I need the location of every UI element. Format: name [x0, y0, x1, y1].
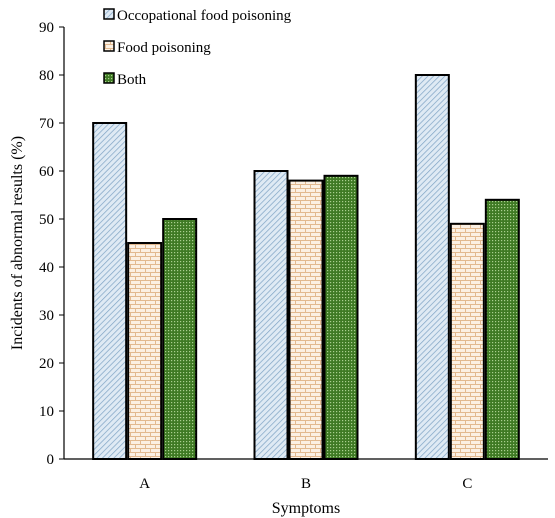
- bar-1-C: [414, 74, 450, 460]
- x-tick-label: B: [301, 476, 311, 492]
- bar-2-C: [449, 222, 485, 460]
- legend-label-3: Both: [117, 72, 147, 88]
- bar-series: [92, 74, 520, 461]
- legend-label-2: Food poisoning: [117, 40, 211, 56]
- bar-1-B: [253, 170, 289, 460]
- y-tick-label: 0: [47, 452, 55, 468]
- y-tick-label: 70: [39, 116, 54, 132]
- bar-3-C: [484, 198, 520, 461]
- x-tick-label: C: [462, 476, 472, 492]
- x-axis-title: Symptoms: [272, 500, 340, 517]
- bar-1-A: [92, 122, 128, 460]
- legend-swatch-3: [103, 72, 115, 84]
- legend-label-1: Occopational food poisoning: [117, 8, 292, 24]
- legend: Occopational food poisoning Food poisonin…: [103, 8, 292, 88]
- bar-2-B: [288, 179, 324, 460]
- bar-3-A: [162, 218, 198, 460]
- y-tick-label: 90: [39, 20, 54, 36]
- legend-swatch-1: [103, 8, 115, 20]
- y-tick-label: 40: [39, 260, 54, 276]
- y-tick-label: 60: [39, 164, 54, 180]
- y-tick-label: 30: [39, 308, 54, 324]
- axes: [63, 27, 548, 460]
- bar-2-A: [127, 242, 163, 460]
- y-axis-title-group: Incidents of abnormal results (%): [9, 136, 26, 350]
- x-tick-label: A: [139, 476, 150, 492]
- y-tick-label: 80: [39, 68, 54, 84]
- y-axis-title: Incidents of abnormal results (%): [9, 136, 26, 350]
- legend-swatch-2: [103, 40, 115, 52]
- y-tick-label: 20: [39, 356, 54, 372]
- bar-3-B: [323, 174, 359, 461]
- y-axis-ticks: 0 10 20 30 40 50 60 70 80 90: [39, 20, 64, 468]
- x-axis-ticks: A B C: [139, 476, 472, 492]
- y-tick-label: 50: [39, 212, 54, 228]
- y-tick-label: 10: [39, 404, 54, 420]
